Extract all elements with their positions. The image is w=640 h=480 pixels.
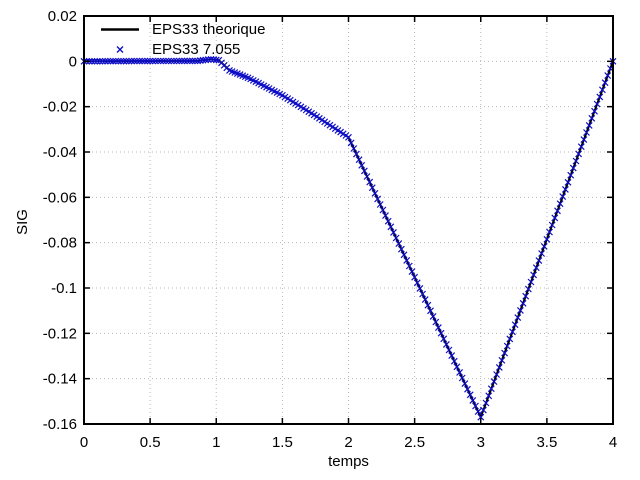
x-tick-label: 4 xyxy=(609,434,617,451)
y-tick-label: 0.02 xyxy=(48,8,77,25)
y-tick-label: -0.08 xyxy=(43,235,77,252)
legend-line-swatch-icon xyxy=(98,20,152,39)
legend-label-eps33-7055: EPS33 7.055 xyxy=(152,41,241,58)
legend-x-marker-icon xyxy=(98,40,152,59)
x-tick-label: 2.5 xyxy=(404,434,425,451)
y-tick-label: -0.04 xyxy=(43,144,77,161)
y-tick-label: -0.06 xyxy=(43,189,77,206)
x-tick-label: 0 xyxy=(80,434,88,451)
x-tick-label: 3.5 xyxy=(536,434,557,451)
y-tick-label: -0.16 xyxy=(43,416,77,433)
chart-legend: EPS33 theorique EPS33 7.055 xyxy=(98,20,265,59)
y-tick-label: -0.1 xyxy=(51,280,77,297)
x-tick-label: 1 xyxy=(212,434,220,451)
legend-entry-theorique: EPS33 theorique xyxy=(98,20,265,39)
x-tick-label: 2 xyxy=(344,434,352,451)
x-tick-label: 1.5 xyxy=(272,434,293,451)
y-tick-label: -0.02 xyxy=(43,99,77,116)
x-tick-label: 0.5 xyxy=(140,434,161,451)
legend-entry-eps33-7055: EPS33 7.055 xyxy=(98,40,265,59)
y-tick-label: 0 xyxy=(69,53,77,70)
y-tick-label: -0.14 xyxy=(43,371,77,388)
legend-label-theorique: EPS33 theorique xyxy=(152,21,266,38)
x-tick-label: 3 xyxy=(477,434,485,451)
y-tick-label: -0.12 xyxy=(43,325,77,342)
x-axis-title: temps xyxy=(328,453,369,470)
y-axis-title: SIG xyxy=(14,209,31,235)
